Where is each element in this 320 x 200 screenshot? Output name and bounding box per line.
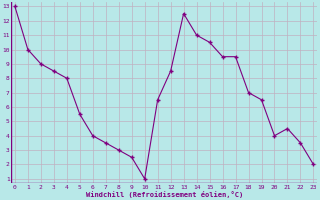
X-axis label: Windchill (Refroidissement éolien,°C): Windchill (Refroidissement éolien,°C) [85, 191, 243, 198]
